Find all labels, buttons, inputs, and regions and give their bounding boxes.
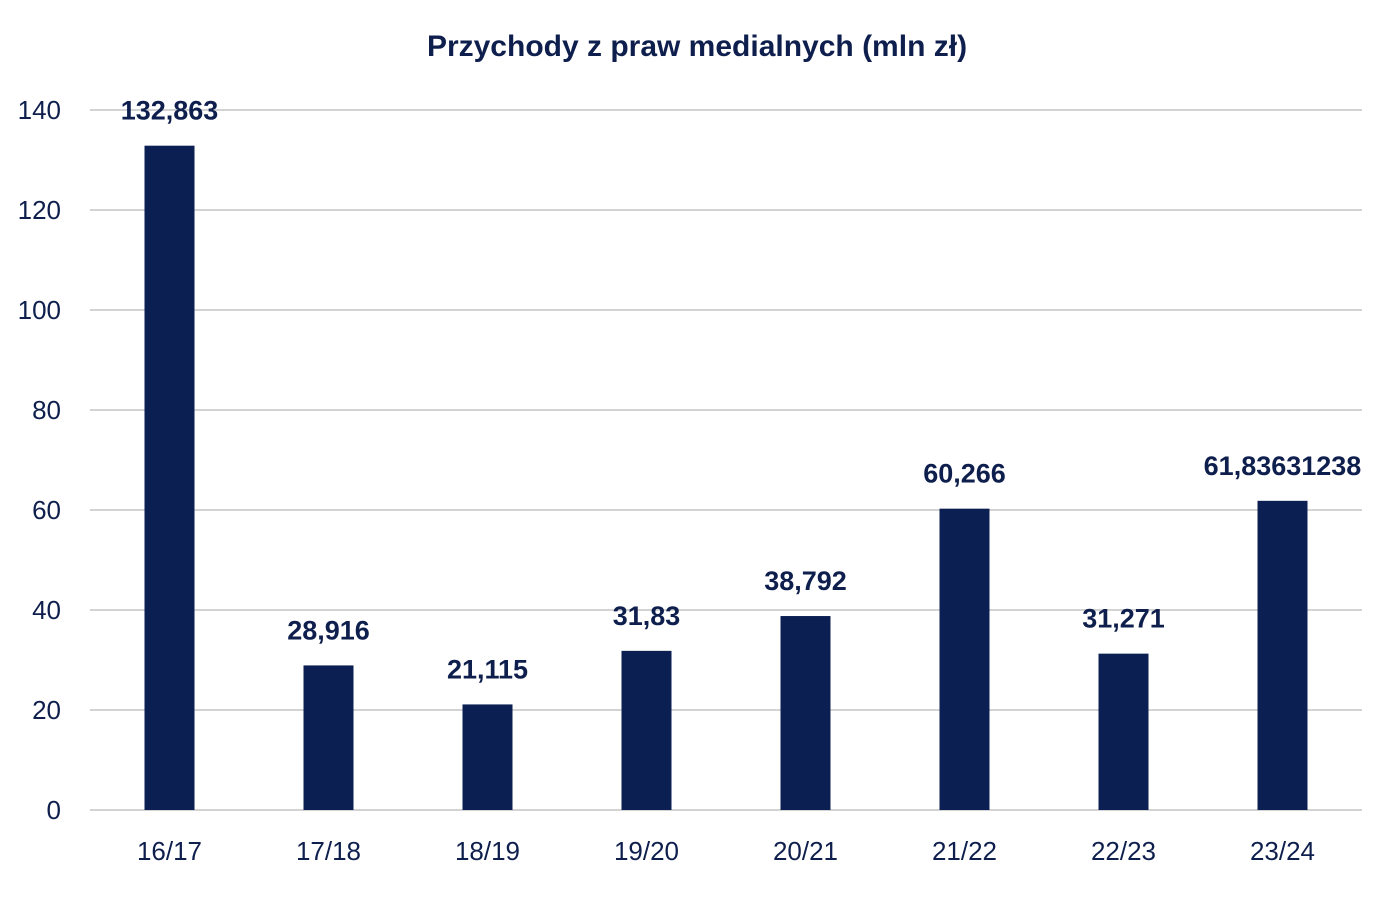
x-tick-label: 17/18 xyxy=(296,836,361,866)
y-tick-label: 80 xyxy=(32,395,61,425)
bar xyxy=(303,665,354,810)
y-tick-label: 60 xyxy=(32,495,61,525)
x-tick-label: 16/17 xyxy=(137,836,202,866)
y-tick-label: 140 xyxy=(18,95,61,125)
x-tick-label: 21/22 xyxy=(932,836,997,866)
bar xyxy=(1098,653,1149,810)
x-axis-ticks: 16/17 17/18 18/19 19/20 20/21 21/22 22/23 23/24 xyxy=(137,836,1315,866)
gridlines xyxy=(90,109,1362,811)
x-tick-label: 20/21 xyxy=(773,836,838,866)
data-labels: 132,863 28,916 21,115 31,83 38,792 60,266 31,2… xyxy=(121,96,1362,685)
bar xyxy=(1257,500,1308,810)
data-label: 132,863 xyxy=(121,96,219,126)
y-tick-label: 120 xyxy=(18,195,61,225)
chart-title: Przychody z praw medialnych (mln zł) xyxy=(427,30,967,63)
bar xyxy=(939,508,990,810)
bar xyxy=(462,704,513,810)
y-tick-label: 100 xyxy=(18,295,61,325)
data-label: 21,115 xyxy=(447,654,528,684)
y-tick-label: 40 xyxy=(32,595,61,625)
y-tick-label: 0 xyxy=(47,795,61,825)
x-tick-label: 19/20 xyxy=(614,836,679,866)
bar xyxy=(621,650,672,810)
data-label: 61,83631238 xyxy=(1204,451,1362,481)
x-tick-label: 22/23 xyxy=(1091,836,1156,866)
bars xyxy=(144,145,1308,810)
y-axis-ticks: 0 20 40 60 80 100 120 140 xyxy=(18,95,61,825)
x-tick-label: 23/24 xyxy=(1250,836,1315,866)
data-label: 28,916 xyxy=(287,615,370,645)
bar xyxy=(144,145,195,810)
data-label: 31,271 xyxy=(1082,604,1165,634)
x-tick-label: 18/19 xyxy=(455,836,520,866)
data-label: 38,792 xyxy=(764,566,847,596)
bar xyxy=(780,616,831,810)
y-tick-label: 20 xyxy=(32,695,61,725)
data-label: 31,83 xyxy=(613,601,681,631)
data-label: 60,266 xyxy=(923,459,1006,489)
